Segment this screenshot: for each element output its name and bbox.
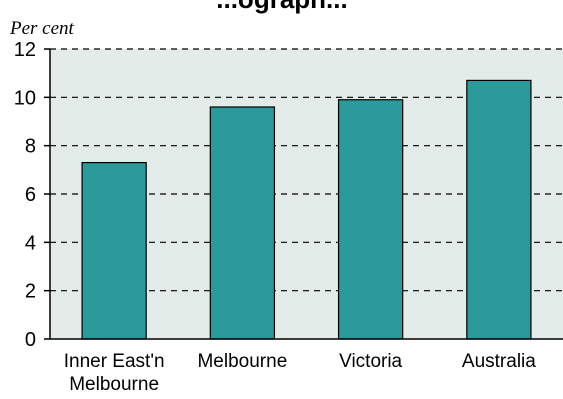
x-tick-labels: Inner East'n Melbourne Melbourne Victoria Au… xyxy=(64,351,537,395)
x-tick-label-1: Inner East'n Melbourne xyxy=(64,351,165,395)
chart-title-fragment: ...ograph... xyxy=(216,0,347,14)
x-tick-label-4: Australia xyxy=(462,351,536,372)
y-tick-label-12: 12 xyxy=(14,39,36,61)
bar-2 xyxy=(209,106,276,340)
svg-text:...ograph...: ...ograph... xyxy=(216,0,347,14)
y-axis-label: Per cent xyxy=(9,18,75,39)
x-tick-label-3: Victoria xyxy=(339,351,402,372)
y-tick-label-10: 10 xyxy=(14,87,36,109)
y-tick-label-0: 0 xyxy=(25,329,36,351)
gridlines xyxy=(50,48,563,292)
y-tick-labels: 0 2 4 6 8 10 12 xyxy=(14,39,50,351)
y-tick-label-6: 6 xyxy=(25,184,36,206)
y-tick-label-2: 2 xyxy=(25,281,36,303)
x-tick-label-2: Melbourne xyxy=(197,351,287,372)
bar-4 xyxy=(466,79,532,340)
y-tick-label-8: 8 xyxy=(25,136,36,158)
bar-1 xyxy=(81,161,147,340)
y-tick-label-4: 4 xyxy=(25,232,36,254)
bar-3 xyxy=(337,99,404,340)
bars xyxy=(81,79,532,340)
